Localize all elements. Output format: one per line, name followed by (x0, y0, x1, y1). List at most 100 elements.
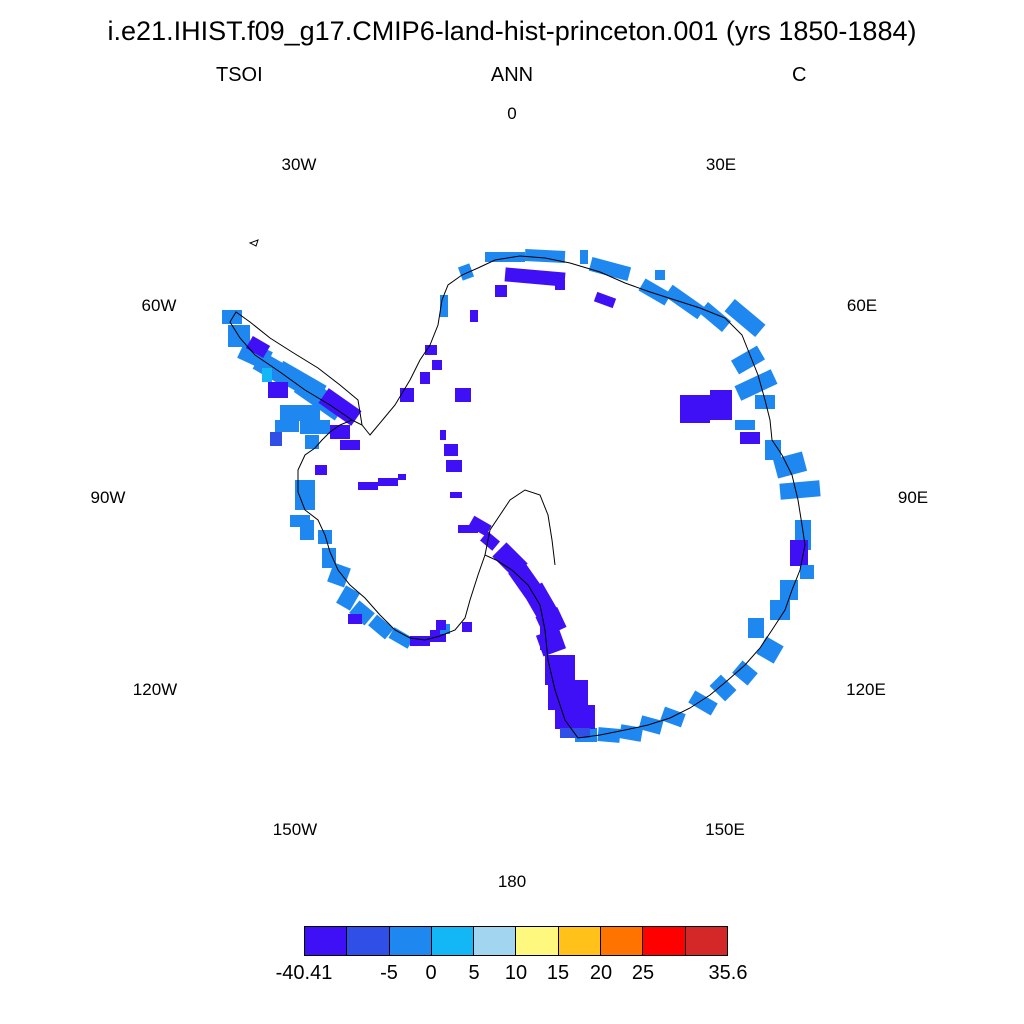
data-cell (410, 636, 430, 646)
data-cell (358, 482, 378, 490)
colorbar-box-5 (474, 927, 517, 955)
data-cell (618, 724, 644, 742)
data-cell (748, 618, 764, 638)
data-cell (710, 390, 732, 420)
data-cell (305, 435, 319, 449)
data-cell (420, 372, 430, 384)
data-cell (295, 480, 315, 510)
data-cell (770, 600, 790, 620)
data-cell (318, 530, 332, 544)
data-cell (222, 310, 242, 324)
data-cell (495, 285, 507, 297)
data-cell (330, 425, 350, 439)
colorbar (304, 926, 728, 956)
colorbar-box-8 (601, 927, 644, 955)
data-cell (597, 727, 621, 743)
data-cell (772, 451, 808, 479)
data-cell (378, 478, 398, 486)
data-cell (732, 660, 758, 686)
data-cell (400, 388, 414, 402)
longitude-label-90w: 90W (90, 488, 126, 507)
data-cell (740, 432, 760, 444)
colorbar-box-2 (347, 927, 390, 955)
data-cell (436, 620, 446, 630)
data-cell (446, 460, 462, 472)
data-cell (280, 405, 320, 421)
data-cells (222, 248, 821, 743)
peninsula-coastline (229, 311, 363, 426)
data-cell (349, 600, 375, 626)
data-cell (470, 310, 478, 322)
data-cell (462, 622, 472, 632)
longitude-label-120w: 120W (132, 680, 178, 699)
data-cell (450, 492, 462, 498)
data-cell (315, 465, 327, 475)
data-cell (790, 540, 808, 566)
data-cell (455, 388, 471, 402)
data-cell (425, 345, 437, 355)
coastline (229, 239, 806, 739)
data-cell (268, 382, 288, 398)
data-cell (318, 388, 362, 426)
data-cell (731, 345, 765, 375)
data-cell (388, 627, 414, 649)
data-cell (468, 515, 492, 537)
data-cell (444, 444, 458, 456)
data-cell (504, 267, 566, 287)
data-cell (734, 369, 778, 401)
data-cell (680, 395, 710, 423)
data-cell (340, 440, 360, 450)
longitude-label-180: 180 (497, 872, 527, 891)
colorbar-box-6 (516, 927, 559, 955)
data-cell (638, 278, 672, 306)
colorbar-box-7 (558, 927, 602, 955)
island-outline (248, 239, 259, 247)
data-cell (262, 368, 272, 382)
colorbar-label-7: 20 (589, 962, 613, 984)
longitude-label-30w: 30W (281, 155, 317, 174)
ross-grounding-line (484, 489, 556, 566)
data-cell (655, 270, 665, 280)
data-cell (480, 531, 500, 551)
data-cell (290, 515, 310, 527)
data-cell (440, 430, 446, 440)
colorbar-label-1: -40.41 (275, 962, 333, 984)
units-label: C (792, 64, 807, 86)
season-label: ANN (490, 64, 534, 86)
data-cell (756, 636, 784, 664)
colorbar-label-9: 35.6 (708, 962, 748, 984)
data-cell (800, 565, 814, 579)
data-cell (485, 252, 525, 262)
colorbar-label-8: 25 (631, 962, 655, 984)
colorbar-box-10 (685, 927, 727, 955)
data-cell (300, 420, 330, 434)
longitude-label-0: 0 (507, 104, 517, 123)
colorbar-label-4: 5 (468, 962, 480, 984)
longitude-label-150e: 150E (705, 820, 745, 839)
data-cell (664, 284, 706, 320)
antarctica-coastline (297, 255, 806, 739)
data-cell (588, 257, 632, 281)
data-cell (765, 440, 781, 460)
data-cell (735, 420, 755, 430)
colorbar-label-6: 15 (546, 962, 570, 984)
data-cell-group (222, 248, 821, 743)
longitude-label-90e: 90E (897, 488, 929, 507)
colorbar-label-2: -5 (380, 962, 398, 984)
colorbar-box-1 (305, 927, 348, 955)
data-cell (457, 263, 475, 281)
longitude-label-30e: 30E (705, 155, 737, 174)
data-cell (593, 291, 617, 309)
colorbar-label-5: 10 (504, 962, 528, 984)
data-cell (322, 548, 336, 568)
data-cell (688, 690, 718, 716)
data-cell (458, 525, 478, 533)
data-cell (779, 480, 821, 500)
colorbar-label-3: 0 (425, 962, 437, 984)
plot-title: i.e21.IHIST.f09_g17.CMIP6-land-hist-prin… (107, 16, 917, 46)
data-cell (432, 360, 442, 370)
data-cell (275, 420, 299, 432)
data-cell (348, 614, 362, 624)
data-cell (709, 674, 737, 702)
